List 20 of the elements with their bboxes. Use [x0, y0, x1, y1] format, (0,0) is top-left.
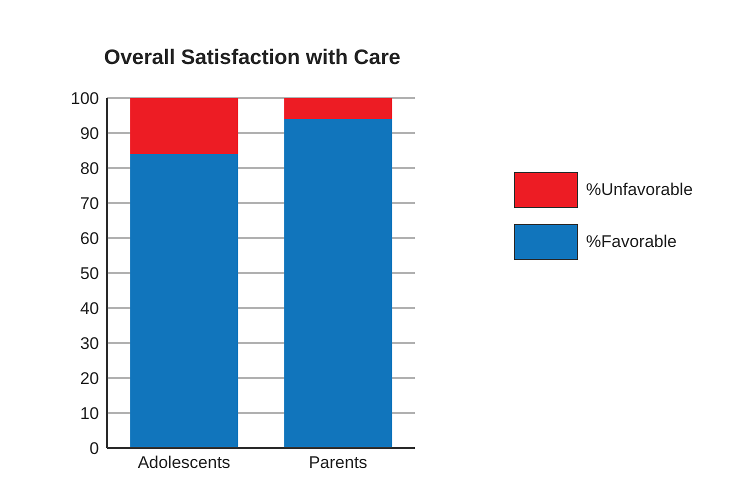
x-tick-label: Parents	[308, 453, 368, 472]
bar	[130, 154, 238, 448]
y-tick-label: 0	[90, 439, 99, 458]
text: %Favorable	[586, 232, 677, 252]
y-tick-label: 50	[80, 264, 99, 284]
y-tick-label: 90	[80, 124, 99, 144]
y-tick-label: 40	[80, 299, 99, 318]
x-tick-label: Adolescents	[138, 453, 230, 472]
y-tick-label: 30	[80, 334, 99, 354]
y-tick-label: 70	[80, 194, 99, 214]
bar	[284, 98, 392, 119]
y-tick-label: 100	[70, 89, 99, 108]
chart-title: Overall Satisfaction with Care	[104, 46, 400, 70]
y-tick-label: 10	[80, 404, 99, 424]
y-tick-label: 20	[80, 369, 99, 388]
legend-label: %Unfavorable	[586, 180, 693, 200]
y-tick-label: 60	[80, 229, 99, 248]
bar	[284, 119, 392, 448]
y-tick-label: 80	[80, 159, 99, 178]
bar	[130, 98, 238, 154]
